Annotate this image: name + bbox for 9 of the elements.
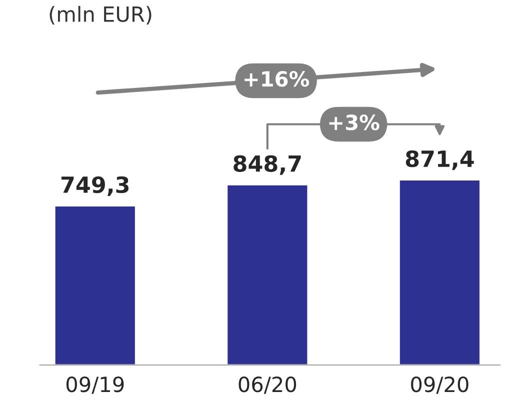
text: +3% <box>329 114 380 130</box>
x-tick-label: 09/20 <box>411 376 468 394</box>
chart-title: (mln EUR) <box>50 6 152 24</box>
text: +16% <box>244 71 310 87</box>
data-label: 848,7 <box>234 155 301 175</box>
data-label: 749,3 <box>61 176 129 196</box>
data-label: 871,4 <box>406 150 474 170</box>
x-tick-label: 09/19 <box>66 376 124 394</box>
x-tick-label: 06/20 <box>238 376 296 394</box>
